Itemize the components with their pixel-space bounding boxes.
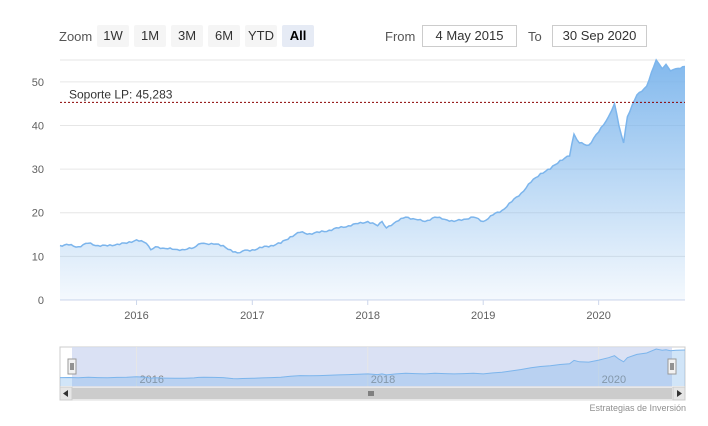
x-tick-label: 2018 <box>356 310 380 322</box>
y-tick-label: 30 <box>32 164 44 176</box>
scrollbar[interactable] <box>59 386 686 401</box>
y-axis: 0 10 20 30 40 50 <box>32 77 44 307</box>
x-axis: 2016 2017 2018 2019 2020 <box>124 300 611 322</box>
navigator-tick-label: 2018 <box>371 374 395 386</box>
series-area <box>60 60 685 300</box>
support-line-label: Soporte LP: 45,283 <box>69 87 173 101</box>
x-tick-label: 2017 <box>240 310 264 322</box>
zoom-1m-button[interactable]: 1M <box>134 25 166 47</box>
navigator-tick-label: 2020 <box>602 374 626 386</box>
y-tick-label: 20 <box>32 208 44 220</box>
navigator-selection[interactable] <box>72 347 672 387</box>
scrollbar-right-arrow[interactable] <box>672 386 686 401</box>
y-tick-label: 40 <box>32 120 44 132</box>
navigator-handle-right[interactable] <box>667 358 677 375</box>
to-date-input[interactable]: 30 Sep 2020 <box>552 25 647 47</box>
credits[interactable]: Estrategias de Inversión <box>589 403 686 413</box>
y-tick-label: 0 <box>38 295 44 307</box>
y-tick-label: 50 <box>32 77 44 89</box>
x-tick-label: 2020 <box>586 310 610 322</box>
zoom-label: Zoom <box>59 29 93 44</box>
scrollbar-thumb[interactable] <box>72 388 672 399</box>
from-label: From <box>385 29 416 44</box>
navigator[interactable]: 2016 2018 2020 <box>59 346 686 388</box>
zoom-3m-button[interactable]: 3M <box>171 25 203 47</box>
scrollbar-left-arrow[interactable] <box>59 386 73 401</box>
y-tick-label: 10 <box>32 251 44 263</box>
x-tick-label: 2019 <box>471 310 495 322</box>
x-tick-label: 2016 <box>124 310 148 322</box>
series-line <box>59 58 686 254</box>
to-label: To <box>528 29 542 44</box>
navigator-x-axis: 2016 2018 2020 <box>136 347 626 387</box>
navigator-series-line <box>59 348 686 380</box>
zoom-1w-button[interactable]: 1W <box>97 25 129 47</box>
navigator-series-area <box>60 349 685 386</box>
zoom-all-button[interactable]: All <box>282 25 314 47</box>
zoom-6m-button[interactable]: 6M <box>208 25 240 47</box>
from-date-input[interactable]: 4 May 2015 <box>422 25 517 47</box>
navigator-handle-left[interactable] <box>67 358 77 375</box>
zoom-ytd-button[interactable]: YTD <box>245 25 277 47</box>
